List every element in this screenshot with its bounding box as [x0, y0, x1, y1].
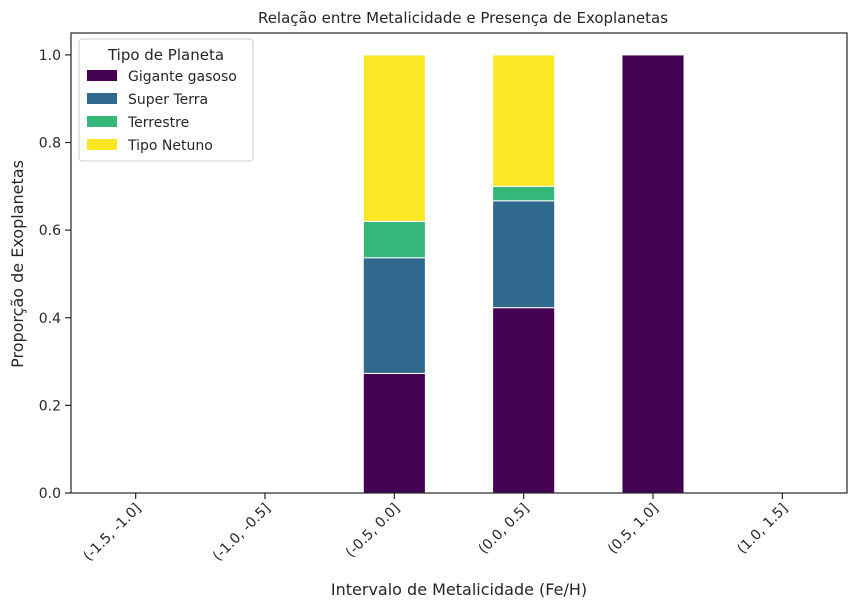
y-axis: 0.0 0.2 0.4 0.6 0.8 1.0: [39, 48, 71, 502]
bar-segment: [362, 257, 426, 374]
y-tick-label: 0.2: [39, 398, 61, 414]
bar-segment: [362, 54, 426, 222]
x-tick-label: (0.0, 0.5]: [476, 501, 533, 558]
legend-swatch: [87, 70, 117, 81]
bar-segment: [492, 54, 556, 187]
bar-segment: [492, 185, 556, 202]
legend-label: Super Terra: [128, 92, 208, 108]
y-tick-label: 1.0: [39, 48, 61, 64]
x-tick-label: (-1.5, -1.0]: [81, 501, 145, 565]
y-axis-label: Proporção de Exoplanetas: [8, 160, 27, 368]
x-axis-label: Intervalo de Metalicidade (Fe/H): [331, 580, 587, 599]
x-tick-label: (-0.5, 0.0]: [343, 501, 403, 561]
bars-layer: [362, 54, 685, 494]
bar-segment: [492, 307, 556, 494]
y-tick-label: 0.4: [39, 311, 61, 327]
legend-title: Tipo de Planeta: [107, 46, 224, 64]
legend-swatch: [87, 93, 117, 104]
bar-segment: [621, 54, 685, 494]
bar-segment: [362, 220, 426, 259]
bar-segment: [362, 372, 426, 494]
legend: Tipo de Planeta Gigante gasoso Super Terr…: [78, 38, 254, 162]
chart-title: Relação entre Metalicidade e Presença de…: [258, 9, 668, 27]
x-tick-label: (0.5, 1.0]: [605, 501, 662, 558]
legend-items: Gigante gasoso Super Terra Terrestre Tipo N…: [87, 69, 237, 154]
plot-frame: [70, 32, 848, 494]
y-tick-label: 0.0: [39, 486, 61, 502]
legend-swatch: [87, 139, 117, 150]
x-tick-label: (1.0, 1.5]: [734, 501, 791, 558]
y-tick-label: 0.8: [39, 136, 61, 152]
legend-label: Gigante gasoso: [128, 69, 237, 85]
y-tick-label: 0.6: [39, 223, 61, 239]
bar-segment: [492, 200, 556, 309]
legend-swatch: [87, 116, 117, 127]
legend-label: Terrestre: [127, 115, 189, 131]
x-axis: (-1.5, -1.0] (-1.0, -0.5] (-0.5, 0.0] (0.0,…: [81, 493, 791, 565]
x-tick-label: (-1.0, -0.5]: [210, 501, 274, 565]
legend-label: Tipo Netuno: [127, 138, 213, 154]
legend-box: [78, 38, 254, 162]
